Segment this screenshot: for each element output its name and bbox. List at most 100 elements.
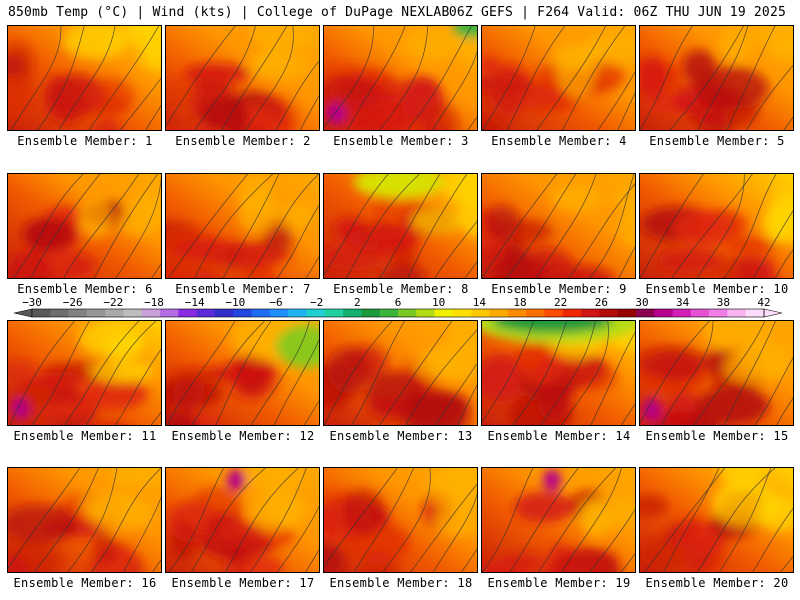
ensemble-member-panel bbox=[323, 320, 478, 426]
colorbar-swatch bbox=[745, 309, 765, 317]
ensemble-member-panel bbox=[323, 173, 478, 279]
colorbar-swatch bbox=[690, 309, 710, 317]
temperature-anomaly-blobs bbox=[324, 26, 477, 130]
colorbar-swatch bbox=[562, 309, 582, 317]
model-run-valid-time: 06Z GEFS | F264 Valid: 06Z THU JUN 19 20… bbox=[448, 5, 786, 20]
temperature-field-map bbox=[166, 321, 319, 425]
colorbar-swatch bbox=[617, 309, 637, 317]
colorbar-swatch bbox=[507, 309, 527, 317]
ensemble-member-label: Ensemble Member: 14 bbox=[487, 429, 631, 443]
temperature-field-map bbox=[8, 321, 161, 425]
colorbar-tick-label: 34 bbox=[676, 296, 690, 309]
colorbar-swatch bbox=[727, 309, 746, 317]
colorbar-tick-label: −26 bbox=[63, 296, 83, 309]
ensemble-member-panel bbox=[639, 467, 794, 573]
temperature-anomaly-blobs bbox=[641, 189, 793, 278]
temperature-field-map bbox=[640, 468, 793, 572]
temperature-field-map bbox=[324, 26, 477, 130]
colorbar-swatch bbox=[526, 309, 545, 317]
temperature-field-map bbox=[8, 174, 161, 278]
ensemble-member-label: Ensemble Member: 16 bbox=[13, 576, 157, 590]
colorbar-tick-label: 42 bbox=[757, 296, 770, 309]
ensemble-member-panel bbox=[481, 173, 636, 279]
colorbar-swatch bbox=[251, 309, 271, 317]
temperature-anomaly-blobs bbox=[640, 26, 793, 130]
colorbar-swatch bbox=[379, 309, 399, 317]
ensemble-member-panel bbox=[323, 25, 478, 131]
ensemble-member-panel bbox=[7, 173, 162, 279]
colorbar-swatch bbox=[306, 309, 326, 317]
colorbar-tick-label: −22 bbox=[103, 296, 123, 309]
colorbar-tick-label: 2 bbox=[354, 296, 361, 309]
temperature-field-map bbox=[324, 321, 477, 425]
colorbar-swatch bbox=[123, 309, 143, 317]
temperature-anomaly-blobs bbox=[482, 469, 635, 572]
colorbar-swatch bbox=[599, 309, 618, 317]
ensemble-member-panel bbox=[481, 320, 636, 426]
colorbar-tick-label: 26 bbox=[595, 296, 608, 309]
ensemble-member-label: Ensemble Member: 17 bbox=[171, 576, 315, 590]
ensemble-member-panel bbox=[7, 467, 162, 573]
temperature-field-map bbox=[640, 26, 793, 130]
height-contours bbox=[166, 321, 319, 425]
ensemble-member-label: Ensemble Member: 3 bbox=[333, 134, 469, 148]
ensemble-member-panel bbox=[165, 25, 320, 131]
ensemble-member-label: Ensemble Member: 12 bbox=[171, 429, 315, 443]
temperature-field-map bbox=[166, 26, 319, 130]
temperature-field-map bbox=[324, 174, 477, 278]
colorbar-swatch bbox=[141, 309, 161, 317]
height-contours bbox=[482, 26, 635, 130]
ensemble-member-label: Ensemble Member: 11 bbox=[13, 429, 157, 443]
colorbar-tick-label: 30 bbox=[635, 296, 648, 309]
colorbar-swatch bbox=[196, 309, 216, 317]
colorbar-swatch bbox=[343, 309, 362, 317]
colorbar-swatch bbox=[489, 309, 509, 317]
colorbar-swatch bbox=[269, 309, 289, 317]
temperature-anomaly-blobs bbox=[324, 321, 477, 425]
height-contours bbox=[644, 468, 793, 572]
colorbar-swatch bbox=[288, 309, 307, 317]
ensemble-member-label: Ensemble Member: 20 bbox=[645, 576, 789, 590]
colorbar-tick-label: −10 bbox=[225, 296, 245, 309]
height-contours bbox=[324, 26, 477, 130]
temperature-anomaly-blobs bbox=[482, 321, 635, 425]
colorbar-swatch bbox=[86, 309, 106, 317]
ensemble-member-label: Ensemble Member: 5 bbox=[649, 134, 785, 148]
colorbar-tick-label: 14 bbox=[473, 296, 487, 309]
ensemble-member-panel bbox=[639, 25, 794, 131]
height-contours bbox=[8, 468, 161, 572]
height-contours bbox=[324, 321, 477, 425]
temperature-field-map bbox=[8, 468, 161, 572]
ensemble-member-label: Ensemble Member: 9 bbox=[491, 282, 627, 296]
temperature-colorbar: −30 −26 −22 −18 −14 −10 −6 −2 2 6 10 14 18 22 26 30 34 38… bbox=[13, 296, 783, 318]
colorbar-tick-label: −14 bbox=[185, 296, 205, 309]
colorbar-tick-label: −2 bbox=[310, 296, 323, 309]
colorbar-swatch bbox=[544, 309, 563, 317]
colorbar-swatch bbox=[416, 309, 435, 317]
ensemble-member-label: Ensemble Member: 7 bbox=[175, 282, 311, 296]
colorbar-swatch bbox=[654, 309, 673, 317]
colorbar-swatch bbox=[215, 309, 234, 317]
colorbar-swatch bbox=[68, 309, 88, 317]
temperature-field-map bbox=[482, 26, 635, 130]
temperature-anomaly-blobs bbox=[8, 321, 154, 425]
temperature-field-map bbox=[324, 468, 477, 572]
height-contours bbox=[12, 174, 161, 278]
colorbar-swatch bbox=[160, 309, 179, 317]
temperature-anomaly-blobs bbox=[8, 468, 161, 572]
ensemble-member-label: Ensemble Member: 13 bbox=[329, 429, 473, 443]
height-contours bbox=[10, 26, 161, 130]
ensemble-member-panel bbox=[481, 25, 636, 131]
ensemble-member-panel bbox=[165, 173, 320, 279]
colorbar-swatch bbox=[434, 309, 454, 317]
ensemble-member-label: Ensemble Member: 8 bbox=[333, 282, 469, 296]
ensemble-member-panel bbox=[639, 320, 794, 426]
map-title: 850mb Temp (°C) | Wind (kts) | College o… bbox=[8, 5, 450, 20]
temperature-field-map bbox=[8, 26, 161, 130]
colorbar-min-arrow bbox=[13, 308, 33, 318]
height-contours bbox=[640, 26, 793, 130]
ensemble-member-label: Ensemble Member: 15 bbox=[645, 429, 789, 443]
height-contours bbox=[482, 321, 635, 425]
temperature-anomaly-blobs bbox=[324, 174, 477, 278]
colorbar-tick-label: −18 bbox=[144, 296, 164, 309]
